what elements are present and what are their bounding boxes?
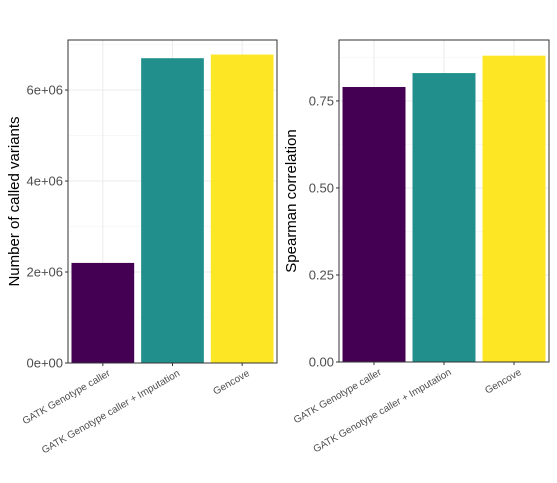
bar-gatk-genotype-caller	[342, 86, 406, 362]
x-category-label: GATK Genotype caller + Imputation	[40, 368, 182, 456]
y-axis-title: Spearman correlation	[283, 129, 300, 272]
x-category-label: Gencove	[483, 367, 524, 397]
y-tick-label: 0.50	[309, 180, 334, 195]
y-axis-title: Number of called variants	[6, 116, 23, 286]
bar-gatk-genotype-caller-imputation	[412, 73, 476, 363]
bar-gatk-genotype-caller	[71, 262, 135, 363]
y-tick-label: 6e+06	[26, 83, 63, 98]
bar-gencove	[210, 54, 274, 364]
y-tick-label: 2e+06	[26, 265, 63, 280]
y-tick-label: 0e+00	[26, 356, 63, 371]
x-category-label: Gencove	[211, 368, 252, 398]
bar-gencove	[482, 55, 546, 363]
y-tick-label: 0.00	[309, 355, 334, 370]
x-category-label: GATK Genotype caller + Imputation	[312, 367, 454, 455]
y-tick-label: 0.25	[309, 267, 334, 282]
chart-variants-count: 0e+00 2e+06 4e+06 6e+06 GATK Genotype caller…	[6, 39, 278, 456]
y-tick-label: 0.75	[309, 93, 334, 108]
y-tick-label: 4e+06	[26, 174, 63, 189]
bar-gatk-genotype-caller-imputation	[141, 58, 204, 364]
